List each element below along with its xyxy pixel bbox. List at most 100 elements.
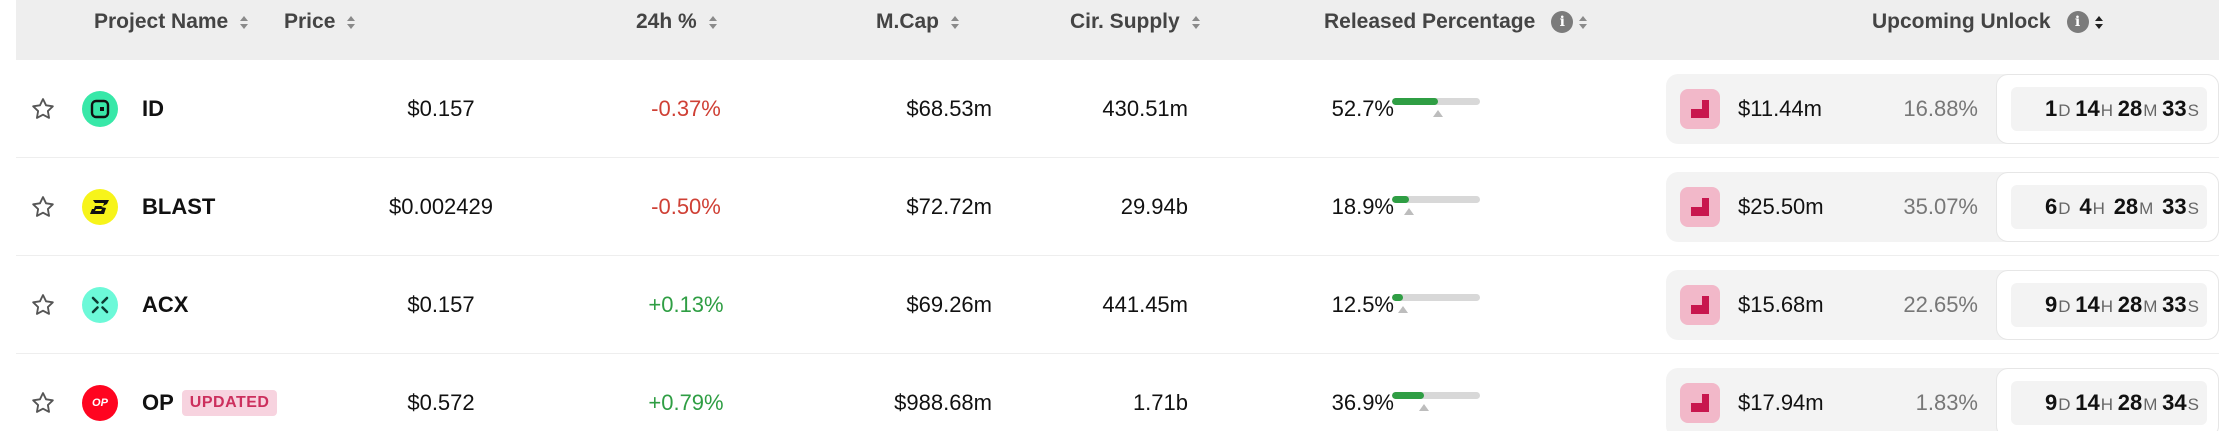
logo-text: OP <box>92 397 108 409</box>
optimism-icon: OP <box>82 354 118 431</box>
unlock-icon <box>1680 285 1720 325</box>
circulating-supply-value: 1.71b <box>1132 390 1188 415</box>
sort-icon[interactable] <box>347 15 356 29</box>
sort-icon[interactable] <box>1191 15 1200 29</box>
countdown-number: 14 <box>2075 390 2100 415</box>
released-marker-icon <box>1398 306 1408 313</box>
price-value: $0.002429 <box>389 194 493 219</box>
column-header-upcoming-unlock[interactable]: Upcoming Unlock i <box>1872 0 2103 44</box>
countdown-unit: S <box>2187 101 2199 120</box>
price-value: $0.157 <box>407 292 475 317</box>
unlock-countdown: 9 D 14 H 28 M 33 S <box>1996 270 2219 340</box>
column-header-mcap[interactable]: M.Cap <box>876 0 959 44</box>
unlock-value: $11.44m <box>1738 96 1822 121</box>
countdown-unit: H <box>2092 199 2105 218</box>
column-header-label: M.Cap <box>876 10 939 33</box>
unlock-icon <box>1680 383 1720 423</box>
countdown-unit: H <box>2100 101 2114 120</box>
info-icon[interactable]: i <box>2066 11 2089 33</box>
released-progress-fill <box>1392 392 1424 399</box>
sort-icon[interactable] <box>1579 15 1588 29</box>
countdown-number: 28 <box>2117 96 2143 121</box>
countdown-segment: 33 S <box>2162 96 2199 122</box>
countdown-unit: H <box>2100 297 2114 316</box>
sort-icon[interactable] <box>240 15 249 29</box>
unlock-percentage: 16.88% <box>1903 96 1978 121</box>
market-cap-value: $988.68m <box>894 390 992 415</box>
table-row[interactable]: BLAST $0.002429 -0.50% $72.72m 29.94b 18.9% $2… <box>16 158 2219 256</box>
countdown-number: 28 <box>2113 194 2139 219</box>
countdown-number: 34 <box>2162 390 2187 415</box>
project-name-text: BLAST <box>142 194 216 219</box>
project-name-text: OP <box>142 390 174 415</box>
unlock-countdown: 6 D 4 H 28 M 33 S <box>1996 172 2219 242</box>
released-percentage-value: 36.9% <box>1331 390 1394 415</box>
column-header-24h-change[interactable]: 24h % <box>636 0 717 44</box>
countdown-unit: D <box>2058 101 2071 120</box>
sort-icon[interactable] <box>951 15 959 29</box>
project-name[interactable]: ID <box>142 60 164 158</box>
unlock-countdown: 9 D 14 H 28 M 34 S <box>1996 368 2219 431</box>
countdown-number: 33 <box>2162 292 2187 317</box>
countdown-unit: S <box>2187 395 2199 414</box>
countdown-number: 14 <box>2075 292 2100 317</box>
project-name-text: ACX <box>142 292 189 317</box>
unlock-percentage: 1.83% <box>1915 390 1978 415</box>
updated-badge: UPDATED <box>181 390 278 416</box>
countdown-segment: 34 S <box>2162 390 2199 416</box>
countdown-number: 33 <box>2162 194 2187 219</box>
countdown-segment: 28 M <box>2118 96 2158 122</box>
countdown-number: 1 <box>2045 96 2058 121</box>
favorite-star-icon[interactable] <box>30 354 60 431</box>
circulating-supply-value: 441.45m <box>1102 292 1188 317</box>
token-unlock-table: Project Name Price 24h % M.Cap Cir. Supp… <box>16 0 2219 431</box>
unlock-value: $17.94m <box>1738 390 1824 415</box>
sort-icon[interactable] <box>708 15 717 29</box>
countdown-segment: 33 S <box>2162 292 2199 318</box>
favorite-star-icon[interactable] <box>30 256 60 354</box>
released-marker-icon <box>1419 404 1429 411</box>
change-24h-value: +0.13% <box>648 292 724 317</box>
countdown-number: 4 <box>2079 194 2092 219</box>
released-marker-icon <box>1404 208 1414 215</box>
released-marker-icon <box>1433 110 1443 117</box>
upcoming-unlock-card[interactable]: $17.94m 1.83% 9 D 14 H 28 M 34 S <box>1666 368 2219 431</box>
table-row[interactable]: ID $0.157 -0.37% $68.53m 430.51m 52.7% $11.44m… <box>16 60 2219 158</box>
favorite-star-icon[interactable] <box>30 60 60 158</box>
market-cap-value: $68.53m <box>906 96 992 121</box>
upcoming-unlock-card[interactable]: $25.50m 35.07% 6 D 4 H 28 M 33 S <box>1666 172 2219 242</box>
market-cap-value: $69.26m <box>906 292 992 317</box>
project-name[interactable]: OP UPDATED <box>142 354 278 431</box>
released-progress-bar <box>1392 98 1480 120</box>
price-value: $0.157 <box>407 96 475 121</box>
table-row[interactable]: OP OP UPDATED $0.572 +0.79% $988.68m 1.71b 36.9… <box>16 354 2219 431</box>
countdown-number: 6 <box>2045 194 2058 219</box>
released-percentage-value: 12.5% <box>1331 292 1394 317</box>
across-icon <box>82 256 118 354</box>
project-name[interactable]: ACX <box>142 256 188 354</box>
column-header-price[interactable]: Price <box>284 0 356 44</box>
countdown-unit: M <box>2139 199 2154 218</box>
countdown-number: 14 <box>2075 96 2100 121</box>
column-header-project-name[interactable]: Project Name <box>94 0 249 44</box>
project-name[interactable]: BLAST <box>142 158 215 256</box>
info-icon[interactable]: i <box>1551 11 1574 33</box>
upcoming-unlock-card[interactable]: $15.68m 22.65% 9 D 14 H 28 M 33 S <box>1666 270 2219 340</box>
sort-icon[interactable] <box>2094 15 2103 29</box>
released-progress-fill <box>1392 294 1403 301</box>
countdown-number: 9 <box>2045 292 2058 317</box>
countdown-unit: S <box>2187 297 2199 316</box>
favorite-star-icon[interactable] <box>30 158 60 256</box>
released-progress-bar <box>1392 392 1480 414</box>
unlock-percentage: 22.65% <box>1903 292 1978 317</box>
countdown-segment: 14 H <box>2075 292 2113 318</box>
unlock-icon <box>1680 89 1720 129</box>
countdown-segment: 14 H <box>2075 390 2113 416</box>
column-header-released-percentage[interactable]: Released Percentage i <box>1324 0 1588 44</box>
table-row[interactable]: ACX $0.157 +0.13% $69.26m 441.45m 12.5% $15.68… <box>16 256 2219 354</box>
column-header-circulating-supply[interactable]: Cir. Supply <box>1070 0 1200 44</box>
upcoming-unlock-card[interactable]: $11.44m 16.88% 1 D 14 H 28 M 33 S <box>1666 74 2219 144</box>
